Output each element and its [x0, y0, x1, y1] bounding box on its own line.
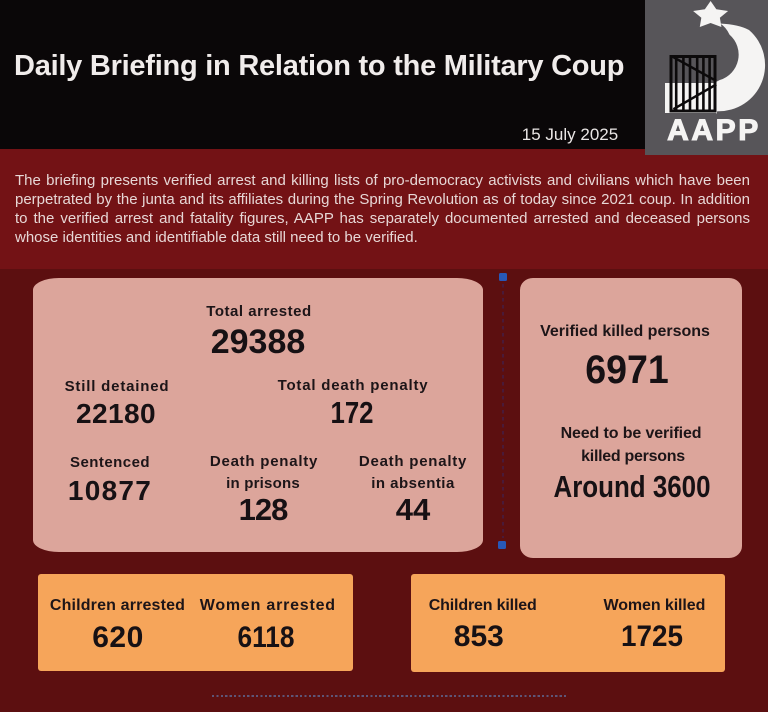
svg-text:AAPP: AAPP — [667, 114, 761, 147]
